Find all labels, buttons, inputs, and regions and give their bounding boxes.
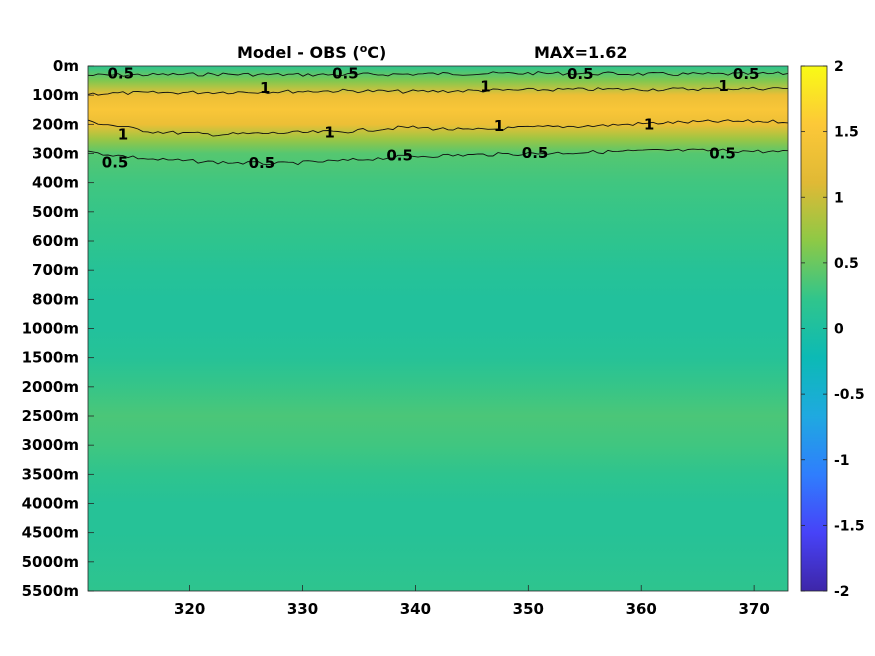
x-tick-label: 340: [400, 600, 431, 618]
x-tick-label: 370: [738, 600, 769, 618]
colorbar: 2 1.5 1 0.5 0 -0.5 -1 -1.5 -2: [800, 59, 865, 600]
contour-label: 1: [494, 117, 504, 135]
y-tick-label: 2500m: [22, 407, 79, 425]
contour-label: 0.5: [709, 145, 736, 163]
y-tick-label: 600m: [32, 232, 79, 250]
contour-label: 0.5: [522, 144, 549, 162]
y-tick-label: 1000m: [22, 320, 79, 338]
x-tick-label: 320: [174, 600, 205, 618]
contour-line: [88, 71, 788, 77]
colorbar-tick-label: -1.5: [834, 518, 865, 534]
contour-label: 0.5: [249, 154, 276, 172]
contour-label: 0.5: [386, 147, 413, 165]
y-tick-label: 5500m: [22, 582, 79, 600]
colorbar-tick-label: -0.5: [834, 387, 865, 403]
contour-label: 0.5: [107, 64, 134, 82]
contour-label: 0.5: [733, 65, 760, 83]
y-tick-label: 200m: [32, 115, 79, 133]
y-tick-label: 2000m: [22, 378, 79, 396]
contour-label: 1: [480, 77, 490, 95]
heatmap-field: [88, 66, 788, 591]
colorbar-ticks: 2 1.5 1 0.5 0 -0.5 -1 -1.5 -2: [801, 59, 865, 600]
contour-label: 1: [260, 79, 270, 97]
contour-label: 1: [718, 77, 728, 95]
contour-label: 0.5: [332, 64, 359, 82]
y-tick-label: 500m: [32, 203, 79, 221]
title-left: Model - OBS (oC): [237, 42, 386, 62]
x-tick-label: 350: [513, 600, 544, 618]
colorbar-bar: [800, 65, 828, 592]
x-tick-label: 330: [287, 600, 318, 618]
y-tick-label: 5000m: [22, 553, 79, 571]
contour-label: 1: [118, 126, 128, 144]
contour-label: 1: [644, 115, 654, 133]
y-tick-label: 4000m: [22, 495, 79, 513]
y-tick-label: 1500m: [22, 349, 79, 367]
plot-area: 0.5 1 0.5 1 0.5 1 0.5 1 1 1 1 0.5 0.5 0.5 0.5 0.5: [87, 64, 789, 592]
contour-labels: 0.5 1 0.5 1 0.5 1 0.5 1 1 1 1 0.5 0.5 0.5 0.5 0.5: [102, 64, 760, 172]
contour-label: 0.5: [567, 65, 594, 83]
chart-title: Model - OBS (oC) MAX=1.62: [237, 42, 628, 62]
title-max-value: MAX=1.62: [534, 43, 628, 62]
colorbar-tick-label: 2: [834, 59, 844, 75]
colorbar-tick-label: 0.5: [834, 256, 859, 272]
y-axis: 0m 100m 200m 300m 400m 500m 600m 700m 800m 1000m 1…: [22, 57, 94, 600]
y-tick-label: 700m: [32, 261, 79, 279]
contour-label: 1: [324, 124, 334, 142]
colorbar-tick-label: -1: [834, 453, 850, 469]
contour-lines: [88, 71, 788, 166]
x-axis: 320 330 340 350 360 370: [174, 585, 770, 618]
y-tick-label: 300m: [32, 145, 79, 163]
y-tick-label: 100m: [32, 86, 79, 104]
colorbar-tick-label: 1: [834, 190, 844, 206]
y-tick-label: 800m: [32, 290, 79, 308]
y-tick-label: 3500m: [22, 465, 79, 483]
colorbar-tick-label: -2: [834, 584, 850, 600]
colorbar-tick-label: 0: [834, 322, 844, 338]
y-tick-label: 4500m: [22, 524, 79, 542]
contour-line: [88, 148, 788, 166]
contour-line: [88, 119, 788, 137]
x-tick-label: 360: [626, 600, 657, 618]
colorbar-tick-label: 1.5: [834, 125, 859, 141]
contour-label: 0.5: [102, 153, 129, 171]
y-tick-label: 3000m: [22, 436, 79, 454]
y-tick-label: 0m: [53, 57, 79, 75]
contour-line: [88, 86, 788, 96]
y-tick-label: 400m: [32, 174, 79, 192]
